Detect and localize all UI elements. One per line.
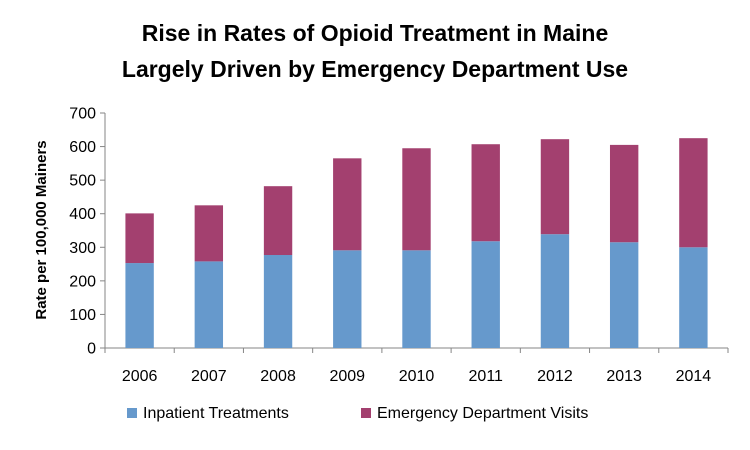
x-tick-label: 2012	[537, 368, 573, 385]
bar-emergency	[540, 139, 570, 235]
x-tick-label: 2007	[191, 368, 227, 385]
y-tick-label: 400	[69, 206, 96, 223]
legend-label: Inpatient Treatments	[143, 405, 289, 422]
tick-labels: 0 100 200 300 400 500 600 700 2006 2007 2008 2009 20…	[69, 106, 711, 386]
bar-inpatient	[609, 242, 639, 348]
x-tick-label: 2006	[122, 368, 158, 385]
bar-inpatient	[194, 261, 224, 348]
y-tick-label: 100	[69, 307, 96, 324]
y-axis-label: Rate per 100,000 Mainers	[33, 140, 50, 319]
legend-swatch	[127, 408, 137, 418]
bar-emergency	[471, 144, 500, 242]
bar-inpatient	[125, 263, 154, 348]
y-tick-label: 0	[87, 341, 96, 358]
x-tick-label: 2014	[676, 368, 712, 385]
x-tick-label: 2013	[606, 368, 642, 385]
y-tick-label: 600	[69, 139, 96, 156]
bar-emergency	[609, 144, 639, 243]
legend-swatch	[361, 408, 371, 418]
bar-emergency	[194, 205, 224, 262]
y-tick-label: 700	[69, 106, 96, 123]
legend-label: Emergency Department Visits	[377, 405, 588, 422]
x-tick-label: 2011	[469, 368, 504, 385]
bar-inpatient	[540, 234, 570, 348]
y-axis-label-group: Rate per 100,000 Mainers	[33, 140, 50, 319]
bar-emergency	[333, 158, 362, 251]
chart-title-line-2: Largely Driven by Emergency Department U…	[121, 56, 629, 82]
bar-emergency	[402, 148, 431, 251]
bar-emergency	[263, 186, 293, 256]
bar-inpatient	[333, 250, 362, 348]
bar-emergency	[125, 213, 154, 264]
x-tick-label: 2008	[260, 368, 296, 385]
y-tick-label: 200	[69, 273, 96, 290]
bar-inpatient	[679, 247, 708, 348]
bar-inpatient	[402, 250, 431, 348]
bar-inpatient	[471, 241, 500, 348]
bar-inpatient	[263, 255, 293, 348]
x-tick-label: 2009	[329, 368, 365, 385]
bar-emergency	[679, 138, 708, 248]
x-tick-label: 2010	[399, 368, 435, 385]
y-tick-label: 500	[69, 173, 96, 190]
bars	[125, 138, 708, 348]
y-tick-label: 300	[69, 240, 96, 257]
chart-title-line-1: Rise in Rates of Opioid Treatment in Mai…	[141, 20, 609, 46]
legend: Inpatient Treatments Emergency Department…	[127, 405, 588, 422]
